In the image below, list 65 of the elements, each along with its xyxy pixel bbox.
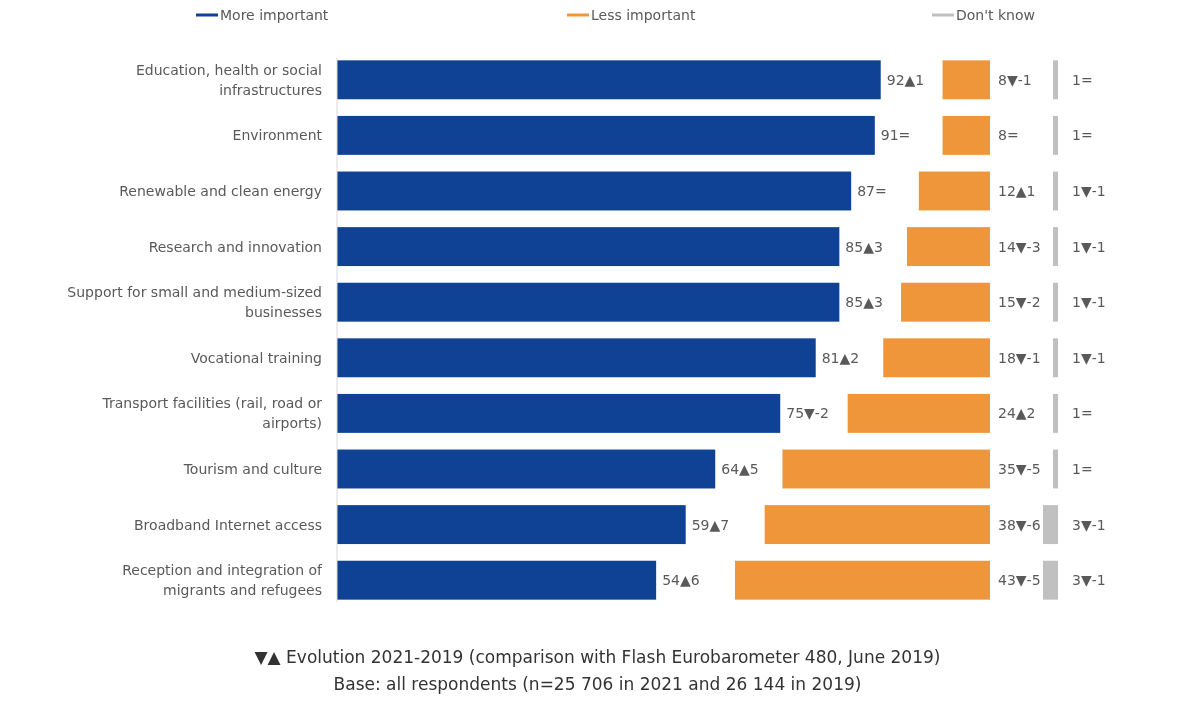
data-label: 1▼-1 [1072,238,1106,255]
y-tick-label: Tourism and culture [182,460,322,477]
bar [847,393,990,433]
y-tick-label: Research and innovation [148,238,322,255]
bar [883,338,990,378]
data-label: 14▼-3 [998,238,1041,255]
data-label: 85▲3 [845,238,883,255]
bar [918,171,990,211]
bar [337,393,781,433]
y-tick-label: Education, health or social infrastructures [135,61,322,98]
y-tick-label: Vocational training [190,349,322,366]
y-tick-label: Environment [232,127,323,144]
data-label: 92▲1 [886,71,925,88]
data-label: 87= [857,182,887,199]
bar [337,560,657,600]
data-label: 1▼-1 [1072,294,1106,311]
bar [735,560,990,600]
text: Base: all respondents (n=25 706 in 2021 and 26 144 in 2019) [333,674,862,694]
bar [337,505,686,545]
data-label: 85▲3 [845,294,883,311]
data-label: 54▲6 [662,572,700,589]
data-label: 1= [1072,71,1093,88]
bar [337,171,852,211]
y-tick-label: Renewable and clean energy [119,182,322,199]
data-label: 1= [1072,127,1093,144]
y-tick-label: Transport facilities (rail, road or airports) [101,395,323,432]
data-label: 81▲2 [821,349,860,366]
data-label: 3▼-1 [1072,516,1106,533]
bar [337,115,875,155]
data-label: 8▼-1 [998,71,1032,88]
data-label: 1= [1072,460,1093,477]
bar [337,449,716,489]
bar [901,282,990,322]
bar [337,338,816,378]
data-label: 24▲2 [998,405,1036,422]
data-label: 12▲1 [998,182,1036,199]
data-label: 43▼-5 [998,572,1041,589]
legend-label: More important [220,6,329,23]
data-label: 8= [998,127,1019,144]
data-label: 35▼-5 [998,460,1041,477]
data-label: 1▼-1 [1072,349,1106,366]
data-label: 18▼-1 [998,349,1041,366]
text: ▼▲ Evolution 2021-2019 (comparison with Flash Eurobarometer 480, June 2019) [254,647,941,667]
data-label: 1= [1072,405,1093,422]
legend-label: Don't know [956,6,1036,23]
bar [337,60,881,100]
bar [942,115,990,155]
data-label: 1▼-1 [1072,182,1106,199]
data-label: 75▼-2 [786,405,829,422]
y-tick-label: Reception and integration of migrants and refugees [122,562,324,599]
data-label: 15▼-2 [998,294,1041,311]
y-tick-label: Support for small and medium-sized businesses [67,284,322,321]
bar [906,227,990,267]
data-label: 3▼-1 [1072,572,1106,589]
bar [337,282,840,322]
y-tick-label: Broadband Internet access [134,516,322,533]
bar [764,505,990,545]
data-label: 38▼-6 [998,516,1041,533]
bar [782,449,990,489]
data-label: 64▲5 [721,460,759,477]
data-label: 59▲7 [691,516,730,533]
bar [337,227,840,267]
data-label: 91= [880,127,911,144]
legend-label: Less important [591,6,696,23]
bar [942,60,990,100]
